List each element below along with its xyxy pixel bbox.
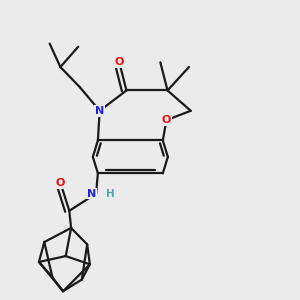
Text: H: H [106,189,115,199]
Text: O: O [162,115,171,125]
Text: N: N [95,106,104,116]
Text: O: O [56,178,65,188]
Text: N: N [87,189,96,199]
Text: O: O [115,57,124,67]
